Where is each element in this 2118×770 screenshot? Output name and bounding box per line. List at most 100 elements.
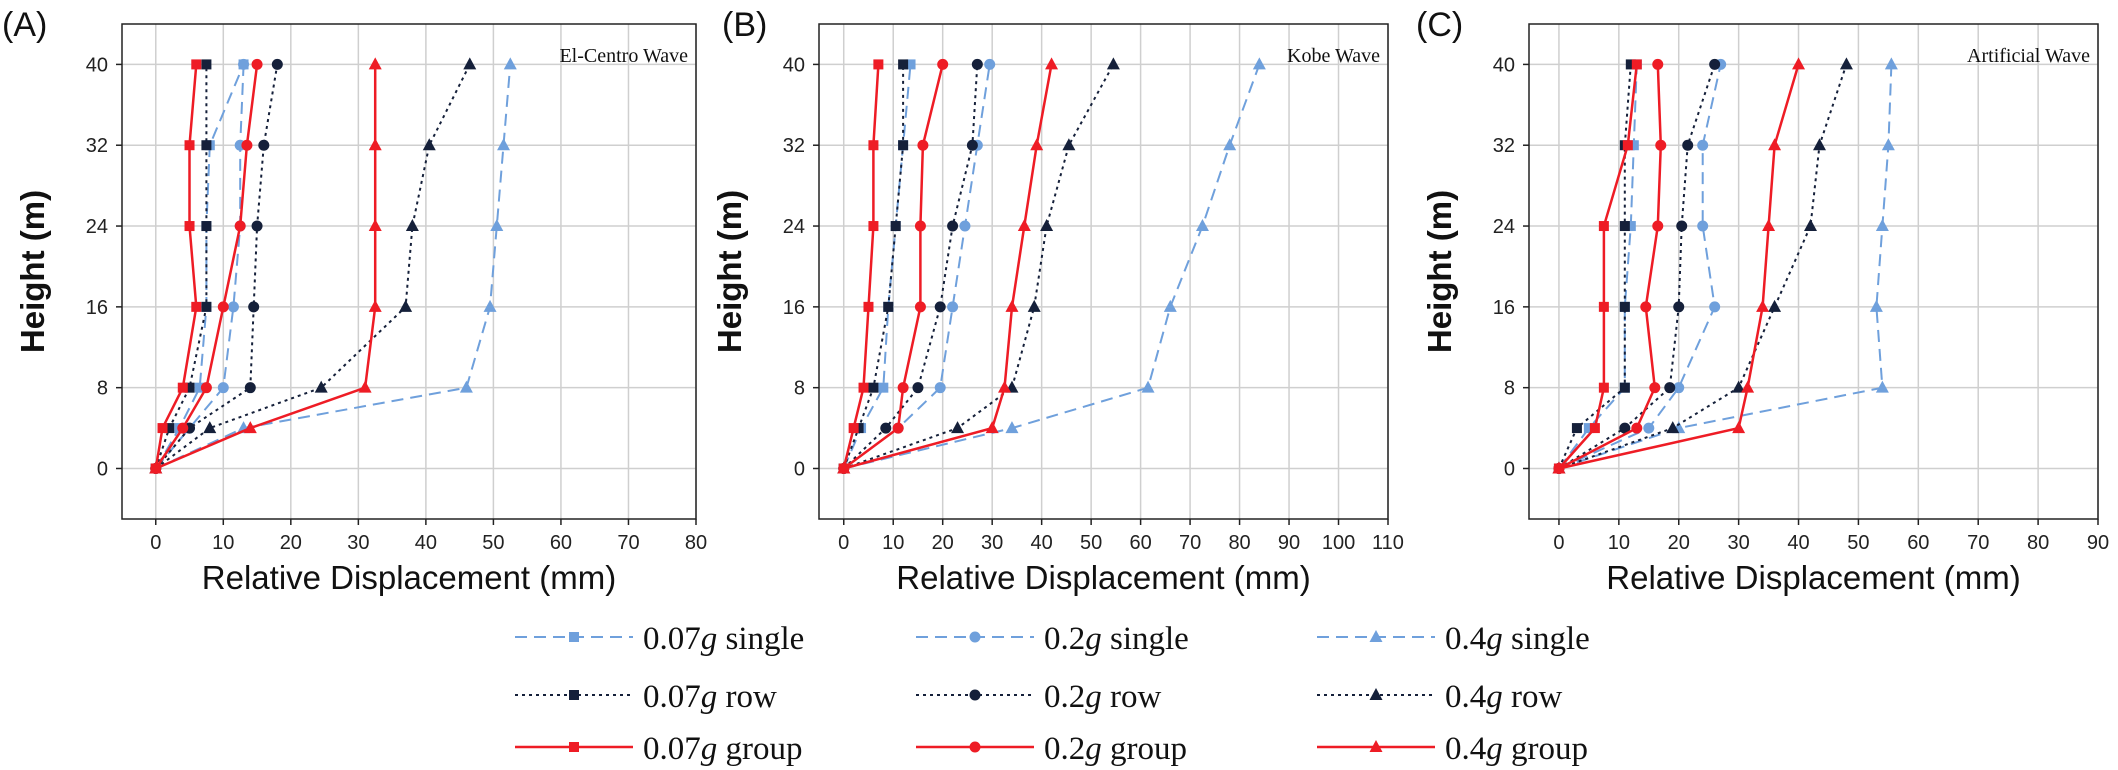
data-point-0-2g-group [917, 139, 929, 151]
data-point-0-2g-group [241, 139, 253, 151]
data-point-0-2g-row [912, 382, 924, 394]
wave-title: Kobe Wave [1287, 45, 1380, 67]
data-point-0-07g-group [868, 221, 879, 232]
x-tick-label: 50 [482, 532, 504, 554]
data-point-0-07g-row [890, 221, 901, 232]
data-point-0-4g-group [985, 421, 999, 434]
data-point-0-2g-single [947, 301, 959, 313]
legend-label: 0.4g row [1445, 679, 1562, 715]
data-point-0-4g-row [463, 57, 477, 70]
data-point-0-07g-row [883, 301, 894, 312]
legend-item-0-07g-single: 0.07g single [515, 621, 804, 657]
series-line-0-4g-single [843, 64, 1261, 470]
legend-marker [1369, 688, 1383, 700]
data-point-0-4g-row [1027, 299, 1041, 312]
data-point-0-4g-group [368, 138, 382, 151]
x-tick-label: 20 [1668, 532, 1690, 554]
legend-label: 0.07g row [643, 679, 777, 715]
legend-label: 0.07g single [643, 621, 804, 657]
y-tick-label: 32 [1493, 135, 1515, 157]
x-axis-title: Relative Displacement (mm) [202, 559, 616, 596]
wave-title: El-Centro Wave [559, 45, 688, 67]
data-point-0-2g-row [947, 220, 959, 232]
data-point-0-2g-group [897, 382, 909, 394]
panel-letter: (A) [2, 6, 47, 44]
x-tick-label: 70 [1179, 532, 1201, 554]
series-0-07g-single [838, 59, 916, 474]
x-tick-label: 10 [212, 532, 234, 554]
wave-title: Artificial Wave [1967, 45, 2090, 67]
legend-label: 0.2g single [1044, 621, 1189, 657]
x-tick-label: 100 [1322, 532, 1355, 554]
data-point-0-4g-single [1195, 219, 1209, 232]
y-tick-label: 8 [1504, 378, 1515, 400]
plot-frame [1528, 23, 2099, 520]
data-point-0-4g-group [837, 461, 851, 474]
series-line-0-07g-group [154, 64, 198, 469]
data-point-0-4g-group [1762, 219, 1776, 232]
data-point-0-2g-row [251, 220, 263, 232]
data-point-0-4g-group [368, 299, 382, 312]
data-point-0-2g-group [251, 58, 263, 70]
data-point-0-4g-single [1869, 299, 1883, 312]
series-line-0-2g-single [155, 64, 245, 470]
series-0-2g-row [1553, 58, 1721, 474]
series-0-4g-single [149, 57, 517, 474]
series-0-4g-group [837, 57, 1059, 474]
x-tick-label: 40 [1787, 532, 1809, 554]
data-point-0-4g-group [1741, 380, 1755, 393]
legend-item-0-2g-single: 0.2g single [916, 621, 1189, 657]
data-point-0-07g-group [157, 423, 168, 434]
y-axis-title: Height (m) [1421, 190, 1458, 353]
legend-item-0-07g-group: 0.07g group [515, 731, 803, 767]
data-point-0-2g-row [1673, 301, 1685, 313]
series-0-2g-group [150, 58, 263, 474]
data-point-0-07g-single [194, 382, 205, 393]
series-line-0-07g-group [1557, 64, 1639, 470]
data-point-0-4g-single [1875, 219, 1889, 232]
data-point-0-4g-group [368, 57, 382, 70]
x-tick-label: 80 [2027, 532, 2049, 554]
x-tick-label: 20 [280, 532, 302, 554]
y-tick-label: 16 [1493, 297, 1515, 319]
data-point-0-2g-single [1697, 139, 1709, 151]
data-point-0-2g-single [1643, 422, 1655, 434]
series-0-4g-single [837, 57, 1266, 474]
data-point-0-4g-group [1030, 138, 1044, 151]
data-point-0-07g-row [164, 423, 175, 434]
data-point-0-07g-row [898, 59, 909, 70]
data-point-0-2g-single [227, 301, 239, 313]
x-tick-label: 0 [1553, 532, 1564, 554]
data-point-0-2g-group [892, 422, 904, 434]
data-point-0-2g-single [984, 58, 996, 70]
data-point-0-2g-group [1652, 220, 1664, 232]
data-point-0-2g-single [1697, 220, 1709, 232]
x-tick-label: 60 [550, 532, 572, 554]
series-0-4g-row [837, 57, 1120, 474]
legend-label: 0.2g group [1044, 731, 1187, 767]
data-point-0-4g-row [1106, 57, 1120, 70]
series-0-07g-group [1553, 59, 1642, 474]
series-0-4g-group [1552, 57, 1806, 474]
y-tick-label: 32 [783, 135, 805, 157]
series-line-0-07g-row [154, 64, 208, 469]
data-point-0-4g-single [483, 299, 497, 312]
series-0-4g-group [149, 57, 382, 474]
y-tick-label: 8 [794, 378, 805, 400]
x-tick-label: 90 [2087, 532, 2109, 554]
data-point-0-07g-row [898, 140, 909, 151]
panel-a: 0 10 20 30 40 50 60 70 80 0 8 16 24 32 40 Relative Disp… [2, 6, 707, 596]
data-point-0-2g-row [1709, 58, 1721, 70]
series-group [149, 57, 517, 474]
data-point-0-2g-row [258, 139, 270, 151]
y-tick-label: 0 [794, 458, 805, 480]
data-point-0-4g-row [314, 380, 328, 393]
x-tick-label: 50 [1847, 532, 1869, 554]
x-tick-label: 110 [1372, 532, 1404, 554]
data-point-0-07g-group [191, 301, 202, 312]
data-point-0-2g-row [271, 58, 283, 70]
series-0-2g-single [838, 58, 996, 474]
plot-frame [121, 23, 697, 520]
x-axis-title: Relative Displacement (mm) [896, 559, 1310, 596]
data-point-0-4g-group [998, 380, 1012, 393]
